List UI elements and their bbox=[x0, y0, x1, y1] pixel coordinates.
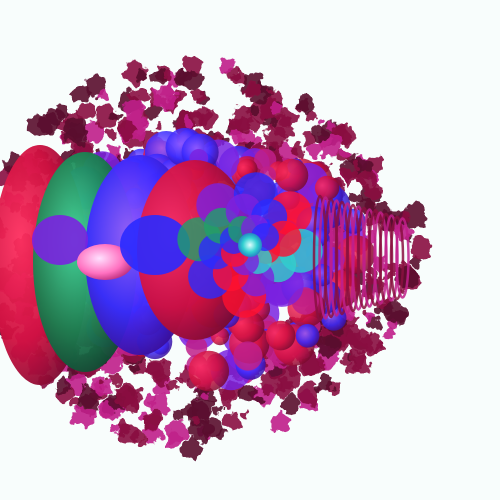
fringe-blob bbox=[111, 113, 120, 122]
fringe-blob bbox=[266, 126, 288, 148]
fringe-blob bbox=[350, 331, 374, 355]
fringe-blob bbox=[123, 101, 144, 122]
fringe-blob bbox=[342, 167, 359, 184]
fringe-blob bbox=[146, 359, 164, 377]
fringe-blob bbox=[259, 373, 282, 396]
fringe-blob bbox=[174, 410, 183, 419]
fringe-blob bbox=[220, 58, 234, 72]
fringe-blob bbox=[357, 170, 376, 189]
fringe-blob bbox=[139, 438, 147, 446]
fringe-blob bbox=[222, 412, 240, 430]
fringe-blob bbox=[286, 366, 298, 378]
fringe-blob bbox=[351, 352, 366, 367]
flower-center bbox=[238, 233, 262, 257]
fringe-blob bbox=[146, 395, 155, 404]
fringe-blob bbox=[182, 440, 201, 459]
fringe-blob bbox=[254, 395, 264, 405]
fringe-blob bbox=[213, 406, 221, 414]
fringe-blob bbox=[361, 311, 368, 318]
fringe-blob bbox=[74, 134, 83, 143]
fringe-blob bbox=[265, 88, 273, 96]
fringe-blob bbox=[131, 400, 142, 411]
fringe-blob bbox=[115, 419, 130, 434]
fringe-blob bbox=[78, 387, 98, 407]
scale-bubble bbox=[233, 341, 262, 370]
fringe-blob bbox=[270, 103, 282, 115]
scale-bubble bbox=[266, 321, 296, 351]
fringe-blob bbox=[200, 110, 217, 127]
fringe-blob bbox=[174, 71, 187, 84]
fringe-blob bbox=[317, 335, 339, 357]
fringe-blob bbox=[118, 121, 135, 138]
fringe-blob bbox=[374, 307, 382, 315]
fringe-blob bbox=[386, 303, 407, 324]
fringe-blob bbox=[77, 103, 94, 120]
fringe-blob bbox=[131, 365, 138, 372]
fringe-blob bbox=[191, 89, 204, 102]
fringe-blob bbox=[99, 90, 110, 101]
fringe-blob bbox=[47, 108, 63, 124]
fringe-blob bbox=[152, 86, 176, 110]
fringe-blob bbox=[110, 373, 122, 385]
fringe-blob bbox=[317, 118, 324, 125]
fringe-blob bbox=[144, 408, 166, 430]
fringe-blob bbox=[55, 378, 69, 392]
scale-bubble bbox=[189, 351, 230, 392]
fringe-blob bbox=[279, 110, 297, 128]
fringe-blob bbox=[227, 128, 243, 144]
fringe-blob bbox=[297, 95, 315, 113]
fringe-blob bbox=[99, 404, 113, 418]
fringe-blob bbox=[193, 415, 201, 423]
fringe-blob bbox=[137, 71, 146, 80]
fringe-blob bbox=[339, 149, 348, 158]
fringe-blob bbox=[352, 161, 359, 168]
fringe-blob bbox=[373, 344, 383, 354]
fringe-blob bbox=[312, 126, 329, 143]
fringe-blob bbox=[282, 396, 299, 413]
fringe-blob bbox=[272, 413, 290, 431]
fringe-blob bbox=[106, 129, 117, 140]
fringe-blob bbox=[411, 239, 432, 260]
fringe-blob bbox=[149, 68, 165, 84]
fringe-blob bbox=[74, 407, 95, 428]
fringe-blob bbox=[189, 419, 213, 443]
fringe-blob bbox=[232, 106, 254, 128]
scale-bubble bbox=[275, 159, 308, 192]
fringe-blob bbox=[317, 375, 334, 392]
fringe-blob bbox=[199, 391, 210, 402]
fringe-blob bbox=[154, 124, 161, 131]
scale-bubble bbox=[296, 324, 320, 348]
fringe-blob bbox=[383, 329, 394, 340]
fringe-blob bbox=[243, 412, 249, 418]
fringe-blob bbox=[133, 126, 148, 141]
fringe-blob bbox=[166, 432, 182, 448]
fringe-blob bbox=[167, 381, 178, 392]
fringe-blob bbox=[183, 119, 194, 130]
fringe-blob bbox=[245, 81, 260, 96]
fringe-blob bbox=[291, 143, 305, 157]
fringe-blob bbox=[332, 123, 348, 139]
fringe-blob bbox=[99, 380, 107, 388]
fringe-blob bbox=[219, 397, 231, 409]
